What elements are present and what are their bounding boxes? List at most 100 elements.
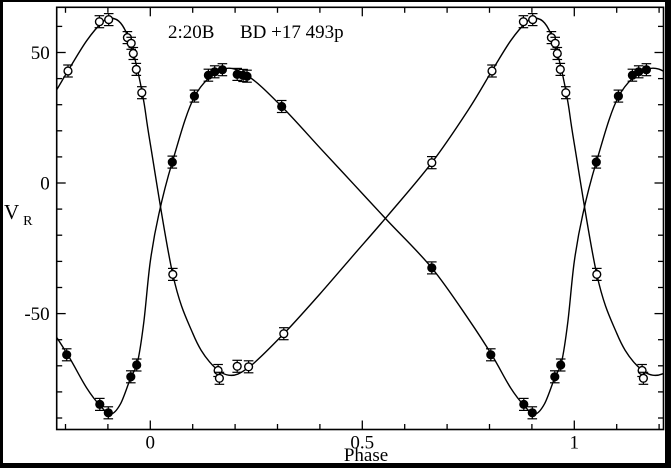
- data-point-open-circle: [63, 64, 73, 78]
- data-point-filled-circle: [167, 155, 178, 169]
- data-point-filled-circle: [95, 397, 105, 411]
- data-point-filled-circle: [550, 370, 560, 384]
- open-circle-marker: [126, 38, 136, 48]
- open-circle-marker: [638, 373, 649, 383]
- filled-circle-marker: [427, 263, 437, 273]
- data-point-open-circle: [137, 86, 147, 100]
- data-point-open-circle: [279, 327, 289, 341]
- data-point-open-circle: [103, 13, 114, 27]
- data-point-filled-circle: [189, 89, 200, 103]
- filled-circle-marker: [486, 350, 496, 360]
- data-point-filled-circle: [555, 358, 566, 372]
- data-point-filled-circle: [633, 65, 644, 79]
- x-axis-title: Phase: [344, 445, 388, 466]
- data-point-open-circle: [243, 360, 254, 374]
- y-tick-label: 0: [40, 174, 50, 195]
- data-point-open-circle: [527, 13, 538, 27]
- filled-circle-marker: [613, 91, 624, 101]
- chart-title-right: BD +17 493p: [240, 22, 344, 43]
- data-point-filled-circle: [519, 397, 529, 411]
- fitted-curves: [56, 17, 664, 415]
- data-point-filled-circle: [427, 261, 437, 275]
- secondary-component-curve: [56, 17, 664, 377]
- open-circle-marker: [427, 158, 437, 168]
- y-axis-title: V R: [4, 200, 33, 229]
- data-point-filled-circle: [131, 358, 142, 372]
- filled-circle-marker: [641, 65, 652, 75]
- x-tick-label: 0.5: [350, 433, 374, 454]
- axis-labels: 2:20B BD +17 493p V R Phase 0 0.5 1 50 0 -50: [4, 22, 579, 466]
- data-point-filled-circle: [527, 406, 538, 420]
- filled-circle-marker: [189, 91, 200, 101]
- open-circle-marker: [214, 373, 225, 383]
- data-points: [61, 13, 652, 420]
- open-circle-marker: [561, 88, 571, 98]
- open-circle-marker: [104, 15, 114, 25]
- data-point-filled-circle: [613, 89, 624, 103]
- filled-circle-marker: [126, 372, 136, 382]
- secondary-component-points: [63, 13, 649, 385]
- open-circle-marker: [94, 17, 105, 27]
- y-tick-label: 50: [31, 43, 50, 64]
- filled-circle-marker: [242, 71, 252, 81]
- data-point-filled-circle: [486, 348, 496, 362]
- y-tick-label: -50: [24, 304, 49, 325]
- plot-frame: [55, 6, 665, 431]
- filled-circle-marker: [556, 360, 566, 370]
- data-point-filled-circle: [242, 69, 252, 83]
- data-point-open-circle: [94, 15, 105, 29]
- open-circle-marker: [232, 361, 242, 371]
- filled-circle-marker: [62, 350, 72, 360]
- chart-title-left: 2:20B: [168, 22, 214, 43]
- open-circle-marker: [168, 269, 178, 280]
- data-point-open-circle: [552, 46, 563, 61]
- y-axis-title-main: V: [4, 200, 19, 224]
- open-circle-marker: [279, 329, 289, 339]
- primary-component-curve: [56, 67, 664, 415]
- data-point-open-circle: [555, 62, 566, 77]
- data-point-open-circle: [638, 371, 649, 385]
- filled-circle-marker: [634, 67, 644, 77]
- open-circle-marker: [518, 17, 529, 27]
- data-point-open-circle: [131, 62, 142, 77]
- open-circle-marker: [487, 66, 497, 76]
- data-point-open-circle: [561, 86, 571, 100]
- data-point-filled-circle: [641, 63, 652, 77]
- open-circle-marker: [131, 64, 141, 75]
- figure-background: [3, 2, 665, 463]
- open-circle-marker: [552, 48, 562, 59]
- data-point-open-circle: [518, 15, 529, 29]
- open-circle-marker: [128, 48, 138, 59]
- filled-circle-marker: [550, 372, 560, 382]
- filled-circle-marker: [210, 67, 220, 77]
- open-circle-marker: [555, 64, 565, 75]
- x-tick-label: 1: [570, 433, 580, 454]
- data-point-open-circle: [487, 64, 497, 78]
- open-circle-marker: [63, 66, 73, 76]
- open-circle-marker: [137, 88, 147, 98]
- data-point-filled-circle: [61, 348, 72, 362]
- data-point-open-circle: [168, 267, 178, 281]
- open-circle-marker: [213, 365, 223, 376]
- open-circle-marker: [528, 15, 538, 25]
- data-point-open-circle: [592, 267, 602, 281]
- open-circle-marker: [637, 365, 647, 376]
- open-circle-marker: [550, 38, 560, 48]
- data-point-filled-circle: [276, 99, 287, 114]
- primary-component-points: [61, 63, 652, 420]
- filled-circle-marker: [132, 360, 142, 370]
- data-point-filled-circle: [591, 155, 602, 169]
- data-point-open-circle: [427, 156, 437, 170]
- filled-circle-marker: [167, 157, 177, 167]
- data-point-filled-circle: [103, 406, 114, 420]
- data-point-open-circle: [128, 46, 139, 61]
- filled-circle-marker: [527, 408, 537, 418]
- y-axis-title-subscript: R: [23, 214, 33, 229]
- filled-circle-marker: [591, 157, 601, 167]
- open-circle-marker: [592, 269, 602, 280]
- open-circle-marker: [244, 362, 254, 372]
- data-point-filled-circle: [217, 63, 228, 77]
- axis-ticks: [56, 7, 664, 430]
